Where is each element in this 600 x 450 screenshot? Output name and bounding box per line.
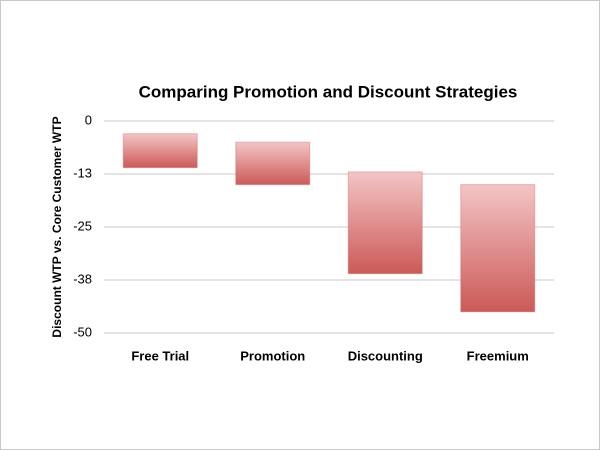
y-tick-label: -50 <box>73 324 92 339</box>
x-tick-label: Freemium <box>467 348 529 363</box>
x-tick-label: Promotion <box>240 348 305 363</box>
chart-title: Comparing Promotion and Discount Strateg… <box>139 82 518 101</box>
y-axis-label: Discount WTP vs. Core Customer WTP <box>50 116 64 337</box>
y-tick-label: -38 <box>73 271 92 286</box>
y-tick-label: -25 <box>73 218 92 233</box>
y-tick-label: 0 <box>85 112 92 127</box>
bar <box>460 184 536 313</box>
y-tick-label: -13 <box>73 165 92 180</box>
x-tick-label: Free Trial <box>131 348 189 363</box>
bar <box>235 141 311 186</box>
x-tick-label: Discounting <box>348 348 423 363</box>
bar <box>122 133 198 169</box>
bar <box>347 171 423 275</box>
